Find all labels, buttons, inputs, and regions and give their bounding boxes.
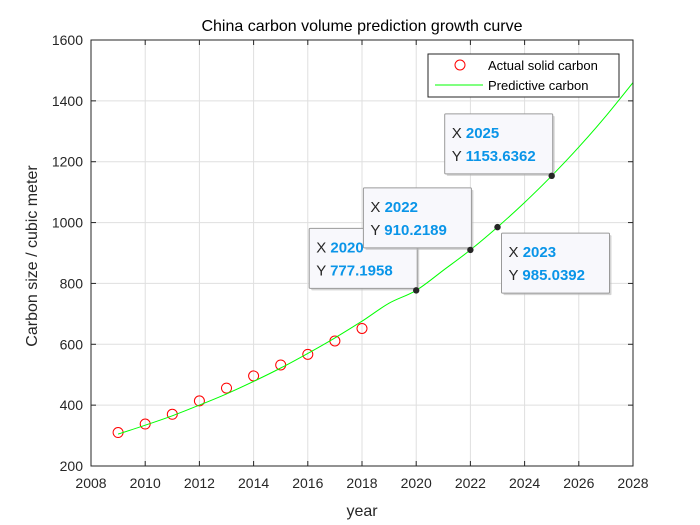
y-tick-label: 1000 [52,215,83,231]
y-tick-label: 200 [60,458,84,474]
y-tick-label: 400 [60,397,84,413]
datatip-x-line: X 2023 [509,244,557,261]
x-tick-label: 2016 [292,475,323,491]
x-tick-label: 2012 [184,475,215,491]
plot-area: X 2020 Y 777.1958 X 2022 Y 910.2189 X 2023 Y … [90,39,634,467]
chart-title: China carbon volume prediction growth cu… [201,18,522,35]
legend-label-actual: Actual solid carbon [488,58,598,73]
x-tick-label: 2026 [563,475,594,491]
y-tick-label: 800 [60,275,84,291]
datatip-point [467,246,474,254]
datatip-x-line: X 2025 [452,125,500,142]
y-tick-label: 600 [60,336,84,352]
y-tick-label: 1400 [52,93,83,109]
y-tick-label: 1600 [52,32,83,48]
x-tick-label: 2018 [346,475,377,491]
legend-label-predictive: Predictive carbon [488,78,588,93]
actual-point [356,322,368,334]
datatip-box [501,232,610,294]
actual-point [193,395,205,407]
datatip-point [494,223,501,231]
legend-box [427,53,620,98]
datatip-x-line: X 2020 [316,239,364,256]
series-layer [112,82,634,439]
datatip-x-line: X 2022 [370,199,418,216]
x-tick-label: 2010 [130,475,161,491]
datatip-2023: X 2023 Y 985.0392 [494,223,612,296]
series-predictive-carbon [117,82,634,435]
x-tick-label: 2020 [401,475,432,491]
y-axis-label: Carbon size / cubic meter [24,165,41,347]
tick-labels: 2008 2010 2012 2014 2016 2018 2020 2022 2024 2026… [52,32,649,491]
datatip-2025: X 2025 Y 1153.6362 [444,113,555,180]
datatip-point [413,287,420,294]
axis-ticks [90,39,634,467]
actual-point [302,348,314,360]
datatip-2022: X 2022 Y 910.2189 [362,187,474,254]
datatip-y-line: Y 1153.6362 [452,148,536,165]
legend: Actual solid carbon Predictive carbon [427,53,620,98]
datatip-box [362,187,472,249]
legend-marker-actual [454,59,466,71]
y-tick-label: 1200 [52,154,83,170]
datatip-y-line: Y 777.1958 [316,262,392,279]
datatip-point [548,172,555,180]
datatip-box [444,113,554,175]
x-tick-label: 2024 [509,475,540,491]
x-tick-label: 2022 [455,475,486,491]
x-axis-label: year [346,503,378,520]
datatip-y-line: Y 985.0392 [509,267,585,284]
datatips-layer: X 2020 Y 777.1958 X 2022 Y 910.2189 X 2023 Y … [308,113,612,296]
x-tick-label: 2028 [617,475,648,491]
predictive-carbon-line [117,82,634,435]
actual-point [221,382,232,394]
x-tick-label: 2014 [238,475,269,491]
datatip-y-line: Y 910.2189 [370,222,446,239]
x-tick-label: 2008 [75,475,106,491]
